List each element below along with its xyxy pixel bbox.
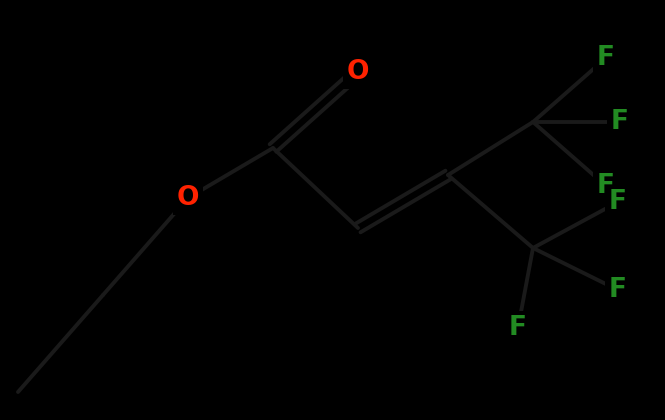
Text: F: F	[609, 189, 627, 215]
Text: F: F	[509, 315, 527, 341]
Text: F: F	[597, 45, 615, 71]
Text: F: F	[609, 277, 627, 303]
Text: F: F	[597, 173, 615, 199]
Text: O: O	[177, 185, 200, 211]
Text: O: O	[346, 59, 369, 85]
Text: F: F	[611, 109, 629, 135]
